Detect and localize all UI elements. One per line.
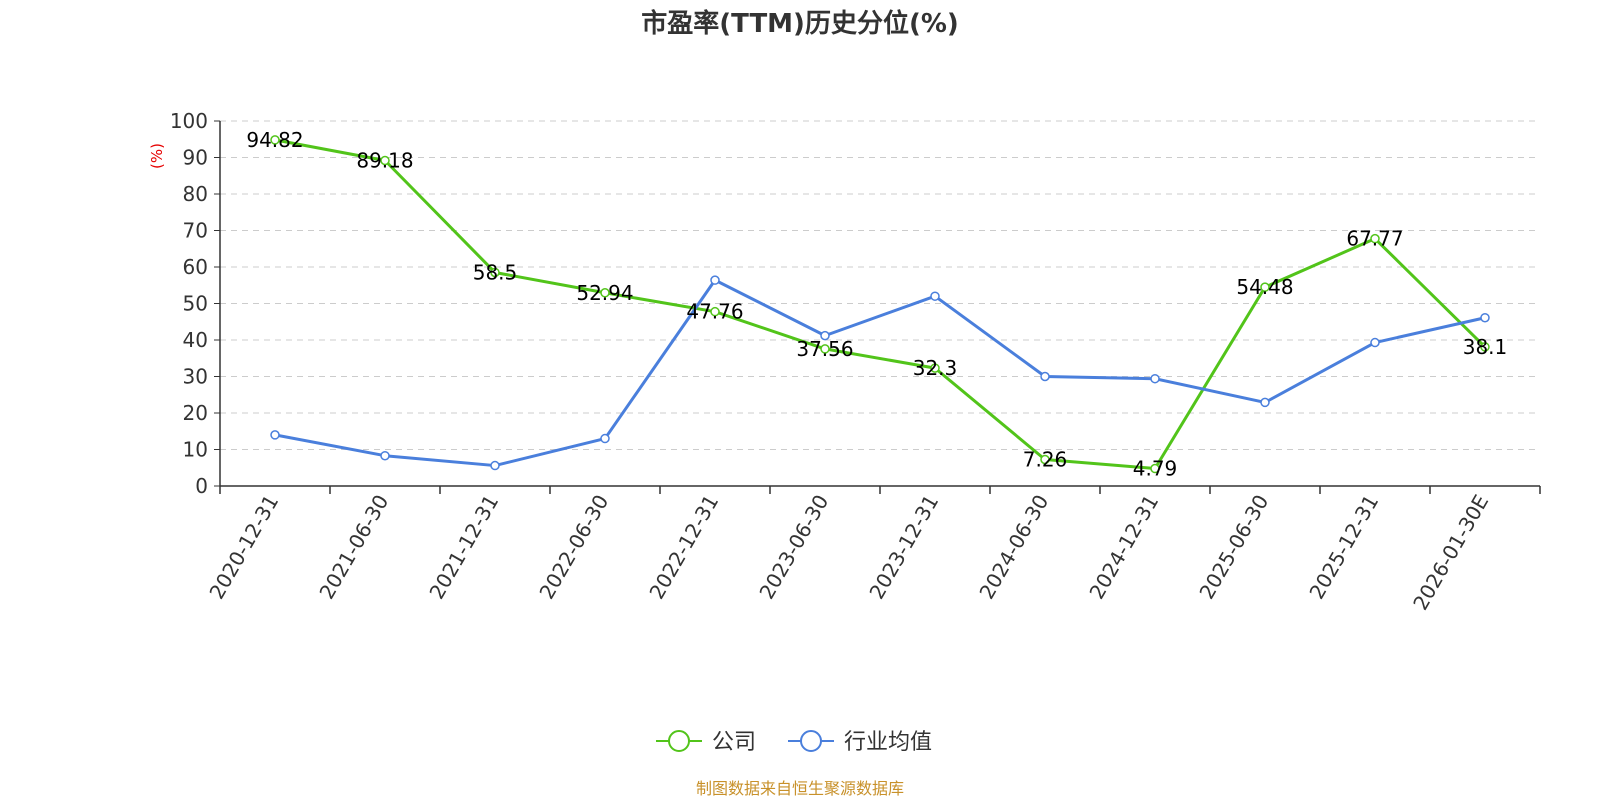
- x-tick-label: 2023-06-30: [754, 491, 833, 604]
- legend-label: 行业均值: [844, 730, 932, 755]
- x-tick-label: 2025-12-31: [1304, 491, 1383, 604]
- series-lines: [270, 135, 1490, 474]
- x-tick-label: 2024-06-30: [974, 491, 1053, 604]
- series-0-point[interactable]: [1040, 454, 1050, 465]
- data-label: 7.26: [1023, 448, 1068, 472]
- data-labels: 94.82 89.18 58.5 52.94 47.76 37.56 32.3 7.26 4.7…: [246, 128, 1507, 481]
- series-line-1: [274, 278, 1486, 468]
- series-1-point[interactable]: [600, 433, 610, 444]
- data-label: 37.56: [796, 337, 853, 361]
- x-tick-label: 2026-01-30E: [1408, 491, 1493, 615]
- series-0-point[interactable]: [1260, 282, 1270, 292]
- legend[interactable]: 公司 行业均值: [656, 730, 932, 755]
- y-tick-label: 70: [183, 219, 208, 243]
- y-tick-label: 40: [183, 328, 208, 352]
- data-label: 54.48: [1236, 275, 1293, 299]
- x-tick-label: 2022-06-30: [534, 491, 613, 604]
- y-tick-label: 50: [183, 292, 208, 316]
- series-0-point[interactable]: [1370, 233, 1380, 244]
- y-tick-label: 60: [183, 255, 208, 279]
- legend-item-1[interactable]: 行业均值: [788, 730, 932, 755]
- x-tick-label: 2020-12-31: [204, 491, 283, 604]
- series-1-point[interactable]: [1480, 312, 1490, 323]
- axes: 0 10 20 30 40 50 60 70 80 90 100 2020-12-31 2021-06-…: [170, 109, 1541, 615]
- data-label: 67.77: [1346, 227, 1403, 251]
- series-1-point[interactable]: [1150, 373, 1160, 384]
- series-0-point[interactable]: [710, 306, 720, 317]
- chart-title: 市盈率(TTM)历史分位(%): [641, 8, 959, 39]
- series-0-point[interactable]: [270, 135, 280, 145]
- series-0-point[interactable]: [600, 288, 610, 298]
- y-tick-label: 100: [170, 109, 208, 133]
- series-line-0: [274, 138, 1487, 471]
- data-label: 52.94: [576, 281, 633, 305]
- series-1-point[interactable]: [270, 430, 280, 440]
- y-tick-label: 80: [183, 182, 208, 206]
- data-label: 32.3: [913, 356, 958, 380]
- x-tick-label: 2024-12-31: [1084, 491, 1163, 604]
- series-1-point[interactable]: [490, 460, 500, 471]
- y-tick-label: 10: [183, 438, 208, 462]
- series-0-point[interactable]: [380, 155, 390, 166]
- x-tick-label: 2021-06-30: [314, 491, 393, 604]
- grid-lines: [220, 120, 1540, 450]
- series-1-point[interactable]: [710, 275, 720, 285]
- data-label: 38.1: [1463, 335, 1508, 359]
- y-tick-label: 30: [183, 365, 208, 389]
- y-unit-label: (%): [148, 143, 166, 169]
- series-0-point[interactable]: [1150, 463, 1160, 474]
- x-tick-label: 2023-12-31: [864, 491, 943, 604]
- data-label: 94.82: [246, 128, 303, 152]
- series-0-point[interactable]: [1480, 342, 1490, 352]
- y-tick-label: 90: [183, 146, 208, 170]
- series-1-point[interactable]: [1040, 371, 1050, 382]
- data-label: 58.5: [473, 260, 518, 284]
- series-1-point[interactable]: [930, 291, 940, 301]
- x-tick-label: 2022-12-31: [644, 491, 723, 604]
- series-0-point[interactable]: [930, 363, 940, 373]
- series-0-point[interactable]: [820, 344, 830, 354]
- x-tick-label: 2021-12-31: [424, 491, 503, 604]
- source-note: 制图数据来自恒生聚源数据库: [696, 779, 904, 798]
- series-1-point[interactable]: [1370, 337, 1380, 348]
- data-label: 4.79: [1133, 457, 1178, 481]
- legend-marker: [800, 730, 822, 752]
- data-label: 89.18: [356, 148, 413, 172]
- x-tick-label: 2025-06-30: [1194, 491, 1273, 604]
- series-1-point[interactable]: [380, 450, 390, 461]
- series-1-point[interactable]: [820, 330, 830, 341]
- data-label: 47.76: [686, 300, 743, 324]
- series-0-point[interactable]: [490, 267, 500, 278]
- legend-label: 公司: [712, 730, 756, 755]
- y-tick-label: 0: [195, 474, 208, 498]
- y-tick-label: 20: [183, 401, 208, 425]
- legend-item-0[interactable]: 公司: [656, 730, 756, 755]
- legend-marker: [668, 730, 690, 752]
- series-1-point[interactable]: [1260, 397, 1270, 408]
